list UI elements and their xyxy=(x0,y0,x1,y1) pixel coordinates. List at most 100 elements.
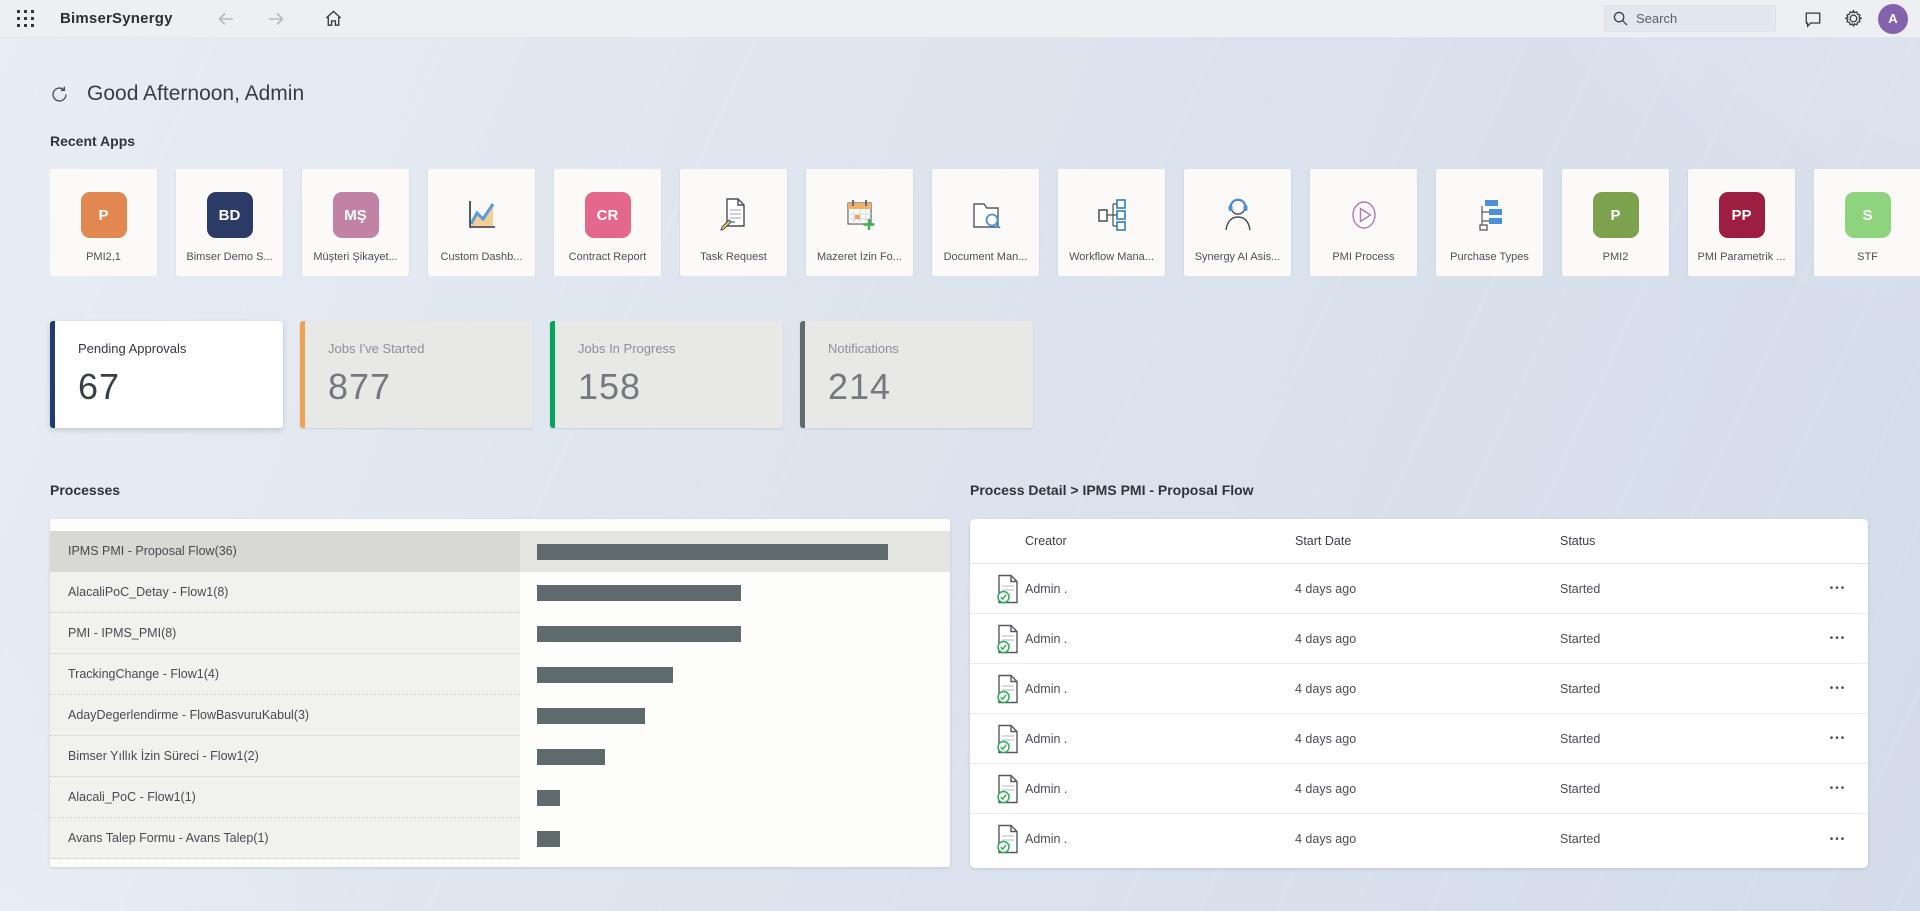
process-label: Alacali_PoC - Flow1(1) xyxy=(50,777,520,818)
document-check-icon xyxy=(970,824,1025,854)
refresh-icon[interactable] xyxy=(50,85,69,104)
headset-agent-icon xyxy=(1215,192,1261,238)
app-tile[interactable]: Custom Dashb... xyxy=(428,169,535,276)
dashboard: Good Afternoon, Admin Recent Apps P PMI2,… xyxy=(0,82,1920,868)
process-row[interactable]: IPMS PMI - Proposal Flow(36) xyxy=(50,531,950,572)
process-row[interactable]: PMI - IPMS_PMI(8) xyxy=(50,613,950,654)
recent-apps-title: Recent Apps xyxy=(50,133,136,149)
list-tree-icon xyxy=(1467,192,1513,238)
gear-icon xyxy=(1844,9,1862,27)
table-row[interactable]: Admin . 4 days ago Started ••• xyxy=(970,714,1868,764)
user-avatar[interactable]: A xyxy=(1878,3,1908,34)
app-tile-label: Contract Report xyxy=(568,251,647,263)
process-row[interactable]: Avans Talep Formu - Avans Talep(1) xyxy=(50,818,950,859)
app-tile[interactable]: S STF xyxy=(1814,169,1920,276)
app-tile[interactable]: PMI Process xyxy=(1310,169,1417,276)
stat-card[interactable]: Jobs I've Started 877 xyxy=(300,321,533,428)
start-date-cell: 4 days ago xyxy=(1295,581,1357,596)
table-row[interactable]: Admin . 4 days ago Started ••• xyxy=(970,814,1868,864)
processes-section: Processes IPMS PMI - Proposal Flow(36) Al… xyxy=(50,482,950,868)
stat-value: 214 xyxy=(828,366,892,407)
back-button[interactable] xyxy=(211,4,241,34)
process-bar-cell xyxy=(520,531,950,572)
status-cell: Started xyxy=(1560,832,1601,846)
column-header-status: Status xyxy=(1560,534,1596,548)
app-tile-label: STF xyxy=(1857,251,1878,263)
app-badge: BD xyxy=(206,192,253,238)
row-menu-button[interactable]: ••• xyxy=(1829,583,1847,594)
app-launcher-icon[interactable] xyxy=(12,6,38,32)
process-row[interactable]: TrackingChange - Flow1(4) xyxy=(50,654,950,695)
app-tile-label: PMI Parametrik ... xyxy=(1697,251,1786,263)
start-date-cell: 4 days ago xyxy=(1295,681,1357,696)
table-row[interactable]: Admin . 4 days ago Started ••• xyxy=(970,614,1868,664)
process-label: IPMS PMI - Proposal Flow(36) xyxy=(50,531,520,572)
chat-button[interactable] xyxy=(1798,4,1828,34)
stat-card[interactable]: Notifications 214 xyxy=(800,321,1033,428)
arrow-right-icon xyxy=(268,12,284,25)
process-label: Bimser Yıllık İzin Süreci - Flow1(2) xyxy=(50,736,520,777)
process-bar xyxy=(537,543,888,560)
app-tile-label: PMI2 xyxy=(1602,251,1629,263)
document-check-icon xyxy=(970,574,1025,604)
process-bar xyxy=(537,625,741,642)
process-label: Avans Talep Formu - Avans Talep(1) xyxy=(50,818,520,859)
process-row[interactable]: AlacaliPoC_Detay - Flow1(8) xyxy=(50,572,950,613)
waffle-grid-icon xyxy=(16,10,34,27)
app-badge: CR xyxy=(584,192,631,238)
process-row[interactable]: Alacali_PoC - Flow1(1) xyxy=(50,777,950,818)
row-menu-button[interactable]: ••• xyxy=(1829,733,1847,744)
process-bar xyxy=(537,789,560,806)
app-tile[interactable]: Mazeret İzin Fo... xyxy=(806,169,913,276)
app-tile-label: PMI2,1 xyxy=(86,251,121,263)
process-label: PMI - IPMS_PMI(8) xyxy=(50,613,520,654)
table-row[interactable]: Admin . 4 days ago Started ••• xyxy=(970,664,1868,714)
search-input[interactable] xyxy=(1636,11,1756,26)
start-date-cell: 4 days ago xyxy=(1295,832,1357,846)
app-tile[interactable]: Workflow Mana... xyxy=(1058,169,1165,276)
status-cell: Started xyxy=(1560,631,1601,646)
app-tile[interactable]: P PMI2 xyxy=(1562,169,1669,276)
app-tile[interactable]: Purchase Types xyxy=(1436,169,1543,276)
table-row[interactable]: Admin . 4 days ago Started ••• xyxy=(970,564,1868,614)
row-menu-button[interactable]: ••• xyxy=(1829,833,1847,845)
status-cell: Started xyxy=(1560,781,1601,796)
process-row[interactable]: Bimser Yıllık İzin Süreci - Flow1(2) xyxy=(50,736,950,777)
row-menu-button[interactable]: ••• xyxy=(1829,633,1847,644)
app-badge: P xyxy=(80,192,127,238)
app-tile[interactable]: CR Contract Report xyxy=(554,169,661,276)
stat-value: 158 xyxy=(578,366,642,407)
process-bar xyxy=(537,830,560,847)
table-row[interactable]: Admin . 4 days ago Started ••• xyxy=(970,764,1868,814)
process-bar xyxy=(537,666,673,683)
search-box[interactable] xyxy=(1604,5,1776,32)
row-menu-button[interactable]: ••• xyxy=(1829,683,1847,694)
process-detail-section: Process Detail > IPMS PMI - Proposal Flo… xyxy=(970,482,1868,868)
process-bar xyxy=(537,584,741,601)
stat-card[interactable]: Pending Approvals 67 xyxy=(50,321,283,428)
app-tile[interactable]: Document Man... xyxy=(932,169,1039,276)
creator-cell: Admin . xyxy=(1025,631,1068,646)
app-tile[interactable]: Synergy AI Asis... xyxy=(1184,169,1291,276)
stat-card[interactable]: Jobs In Progress 158 xyxy=(550,321,783,428)
creator-cell: Admin . xyxy=(1025,832,1068,846)
app-tile-label: Workflow Mana... xyxy=(1069,251,1154,263)
app-tile-label: Custom Dashb... xyxy=(440,251,523,263)
forward-button[interactable] xyxy=(261,4,291,34)
home-button[interactable] xyxy=(319,4,349,34)
row-menu-button[interactable]: ••• xyxy=(1829,783,1847,794)
settings-button[interactable] xyxy=(1838,4,1868,34)
process-bar xyxy=(537,707,645,724)
app-tile[interactable]: PP PMI Parametrik ... xyxy=(1688,169,1795,276)
stat-value: 67 xyxy=(78,366,121,407)
process-row[interactable]: AdayDegerlendirme - FlowBasvuruKabul(3) xyxy=(50,695,950,736)
play-circle-icon xyxy=(1341,192,1387,238)
app-tile[interactable]: BD Bimser Demo S... xyxy=(176,169,283,276)
home-icon xyxy=(326,10,342,26)
app-tile[interactable]: MŞ Müşteri Şikayet... xyxy=(302,169,409,276)
process-bar xyxy=(537,748,605,765)
process-bar-cell xyxy=(520,572,950,613)
stat-value: 877 xyxy=(328,366,392,407)
app-tile[interactable]: P PMI2,1 xyxy=(50,169,157,276)
app-tile[interactable]: Task Request xyxy=(680,169,787,276)
